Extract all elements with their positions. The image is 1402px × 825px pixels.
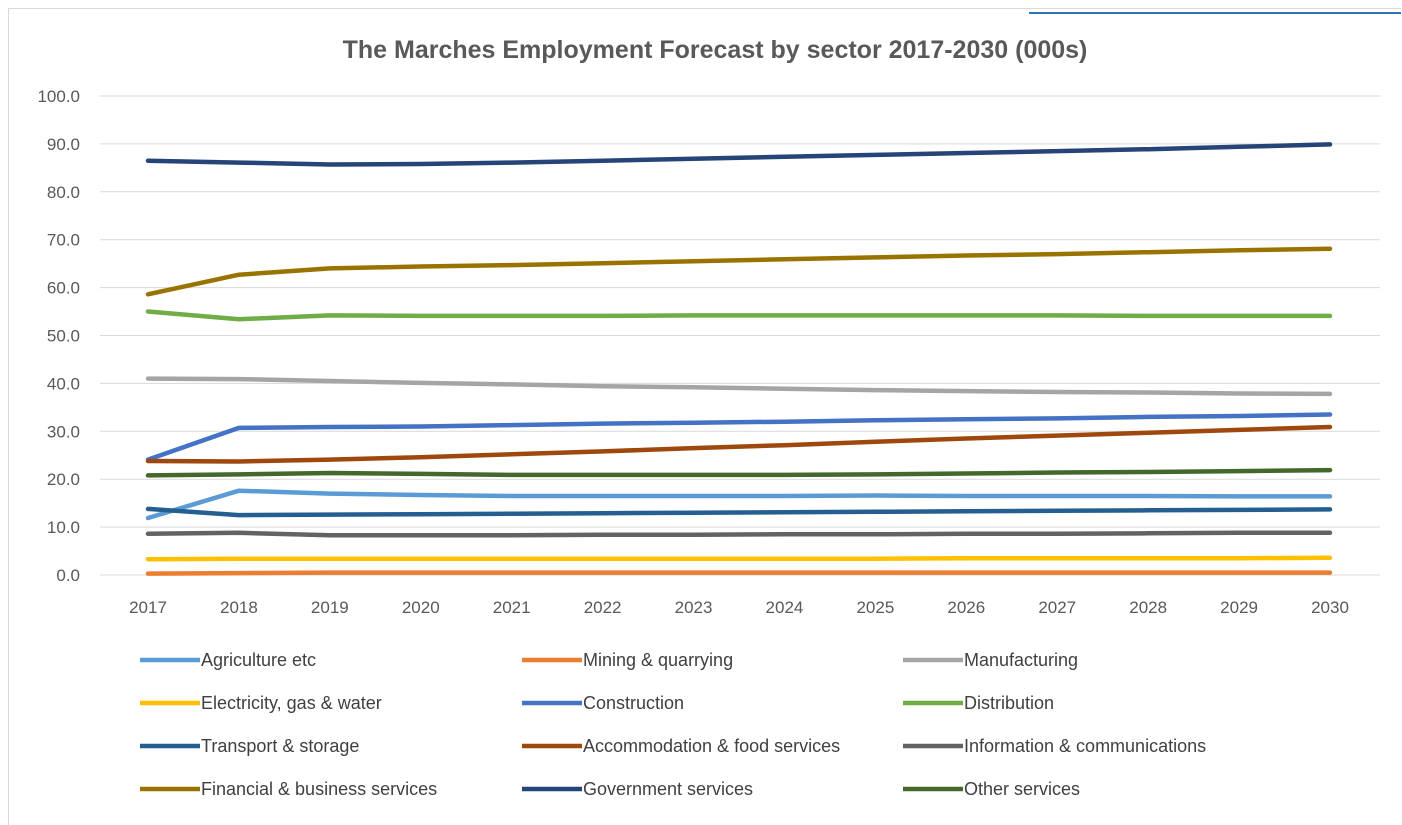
y-tick-label: 60.0 (47, 279, 80, 298)
legend-label: Financial & business services (201, 779, 437, 799)
series-lines (145, 142, 1333, 576)
series-line-10 (145, 142, 1333, 167)
series-line-7 (145, 424, 1333, 464)
y-tick-label: 40.0 (47, 374, 80, 393)
legend-label: Information & communications (964, 736, 1206, 756)
series-line-3 (145, 555, 1333, 562)
x-axis-ticks: 2017 2018 2019 2020 2021 2022 2023 2024 2025 2026… (129, 598, 1349, 617)
legend-label: Government services (583, 779, 753, 799)
x-tick-label: 2023 (675, 598, 713, 617)
chart-title: The Marches Employment Forecast by secto… (343, 36, 1088, 64)
y-tick-label: 30.0 (47, 422, 80, 441)
series-line-5 (145, 309, 1333, 322)
series-line-1 (145, 570, 1333, 576)
y-tick-label: 80.0 (47, 183, 80, 202)
legend-label: Manufacturing (964, 650, 1078, 670)
series-line-4 (145, 412, 1333, 462)
series-line-6 (145, 506, 1333, 518)
x-tick-label: 2025 (856, 598, 894, 617)
legend-label: Distribution (964, 693, 1054, 713)
legend-label: Electricity, gas & water (201, 693, 382, 713)
gridlines (100, 95, 1380, 576)
x-tick-label: 2020 (402, 598, 440, 617)
y-tick-label: 0.0 (56, 566, 80, 585)
legend-label: Agriculture etc (201, 650, 316, 670)
legend-label: Mining & quarrying (583, 650, 733, 670)
x-tick-label: 2029 (1220, 598, 1258, 617)
y-tick-label: 90.0 (47, 135, 80, 154)
y-tick-label: 20.0 (47, 470, 80, 489)
legend-label: Transport & storage (201, 736, 359, 756)
x-tick-label: 2028 (1129, 598, 1167, 617)
x-tick-label: 2026 (947, 598, 985, 617)
series-line-2 (145, 376, 1333, 397)
legend-label: Construction (583, 693, 684, 713)
legend: Agriculture etc Mining & quarrying Manufac… (140, 650, 1206, 799)
y-axis-ticks: 0.0 10.0 20.0 30.0 40.0 50.0 60.0 70.0 80.0 90.0 1… (37, 87, 80, 585)
x-tick-label: 2030 (1311, 598, 1349, 617)
y-tick-label: 100.0 (37, 87, 80, 106)
x-tick-label: 2022 (584, 598, 622, 617)
y-tick-label: 50.0 (47, 327, 80, 346)
y-tick-label: 10.0 (47, 518, 80, 537)
y-tick-label: 70.0 (47, 231, 80, 250)
chart-frame (8, 8, 1401, 825)
series-line-0 (145, 488, 1333, 521)
x-tick-label: 2018 (220, 598, 258, 617)
series-line-9 (145, 246, 1333, 297)
x-tick-label: 2017 (129, 598, 167, 617)
series-line-8 (145, 530, 1333, 538)
legend-label: Other services (964, 779, 1080, 799)
x-tick-label: 2019 (311, 598, 349, 617)
x-tick-label: 2021 (493, 598, 531, 617)
series-line-11 (145, 467, 1333, 478)
legend-label: Accommodation & food services (583, 736, 840, 756)
selection-accent (1029, 9, 1401, 14)
x-tick-label: 2024 (766, 598, 804, 617)
x-tick-label: 2027 (1038, 598, 1076, 617)
